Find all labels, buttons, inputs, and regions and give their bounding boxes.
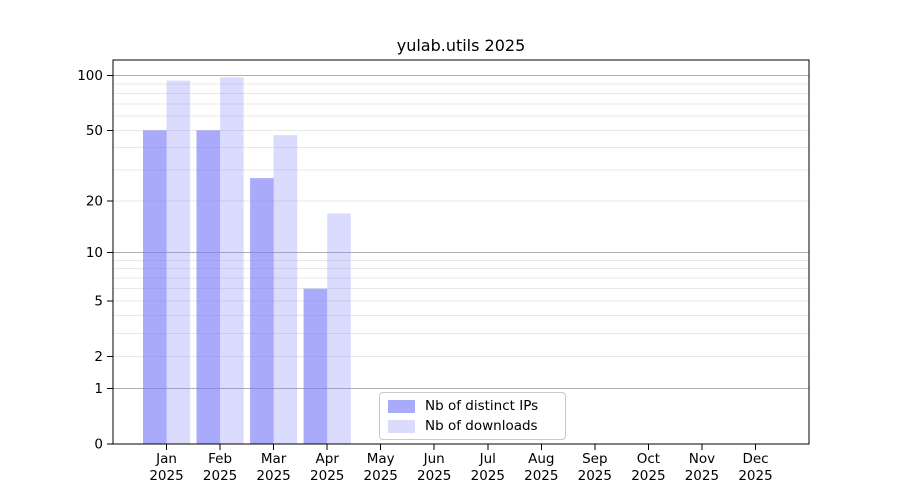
bar-nb-of-distinct-ips-jan-2025 [143,130,167,445]
x-tick-label-mar-2025-year: 2025 [256,468,290,484]
x-tick-label-aug-2025-year: 2025 [524,468,558,484]
x-tick-label-jan-2025: Jan [155,451,177,467]
x-tick-label-apr-2025-year: 2025 [310,468,344,484]
x-tick-label-oct-2025-year: 2025 [631,468,665,484]
x-tick-label-jul-2025-year: 2025 [471,468,505,484]
x-tick-label-nov-2025-year: 2025 [685,468,719,484]
x-tick-label-feb-2025-year: 2025 [203,468,237,484]
legend-swatch-downloads [388,419,415,433]
bar-nb-of-downloads-mar-2025 [273,135,298,444]
legend-label-distinct-ips: Nb of distinct IPs [425,398,539,414]
y-tick-label-1: 1 [94,381,103,397]
x-tick-label-dec-2025: Dec [742,451,768,467]
y-tick-label-100: 100 [77,68,103,84]
chart-title: yulab.utils 2025 [396,36,526,55]
bar-nb-of-distinct-ips-apr-2025 [303,288,328,444]
x-tick-label-may-2025: May [367,451,395,467]
bar-nb-of-distinct-ips-feb-2025 [196,130,221,445]
legend: Nb of distinct IPs Nb of downloads [379,392,566,440]
x-tick-label-mar-2025: Mar [261,451,287,467]
x-tick-label-feb-2025: Feb [208,451,232,467]
legend-item-distinct-ips: Nb of distinct IPs [388,399,557,413]
y-tick-label-50: 50 [86,123,103,139]
x-tick-label-dec-2025-year: 2025 [738,468,772,484]
y-tick-label-0: 0 [94,437,103,453]
legend-swatch-distinct-ips [388,399,415,413]
plot-border [112,59,810,445]
y-tick-label-2: 2 [94,349,103,365]
x-tick-label-nov-2025: Nov [689,451,715,467]
bar-nb-of-distinct-ips-mar-2025 [250,178,274,444]
y-tick-label-5: 5 [94,294,103,310]
x-tick-label-may-2025-year: 2025 [364,468,398,484]
x-tick-label-jul-2025: Jul [479,451,496,467]
x-tick-label-apr-2025: Apr [316,451,340,467]
bar-nb-of-downloads-feb-2025 [220,77,244,445]
x-tick-label-aug-2025: Aug [528,451,554,467]
bar-nb-of-downloads-apr-2025 [327,213,351,444]
y-tick-label-10: 10 [86,245,103,261]
x-tick-label-jan-2025-year: 2025 [149,468,183,484]
legend-item-downloads: Nb of downloads [388,419,557,433]
bar-nb-of-downloads-jan-2025 [166,80,191,444]
x-tick-label-jun-2025: Jun [423,451,445,467]
x-tick-label-sep-2025: Sep [582,451,607,467]
x-tick-label-oct-2025: Oct [637,451,660,467]
x-tick-label-sep-2025-year: 2025 [578,468,612,484]
x-tick-label-jun-2025-year: 2025 [417,468,451,484]
legend-label-downloads: Nb of downloads [425,418,538,434]
y-tick-label-20: 20 [86,194,103,210]
